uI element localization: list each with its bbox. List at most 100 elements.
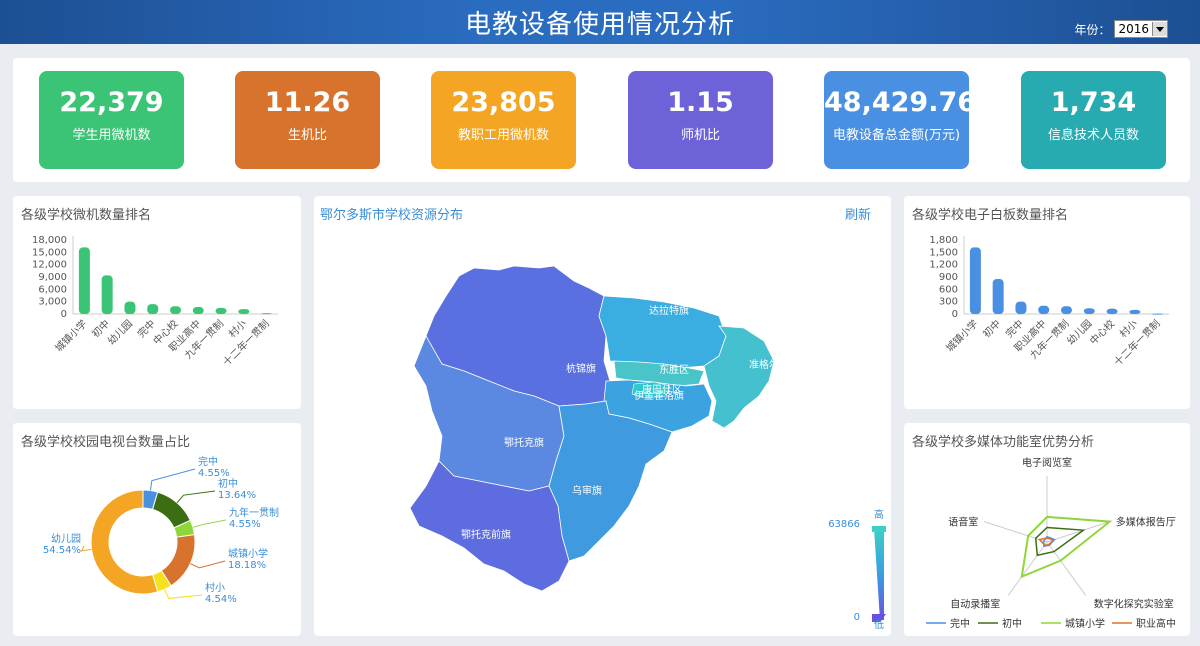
- bar[interactable]: [78, 247, 90, 314]
- bar[interactable]: [238, 309, 250, 314]
- slice-name-label: 村小: [205, 581, 225, 594]
- radar-axis: [1007, 541, 1048, 596]
- y-tick-label: 900: [939, 272, 958, 283]
- bar[interactable]: [147, 304, 159, 314]
- slice-name-label: 城镇小学: [228, 547, 268, 560]
- legend-label[interactable]: 初中: [1002, 617, 1022, 630]
- kpi-value: 1.15: [667, 87, 734, 118]
- bar[interactable]: [1061, 306, 1072, 314]
- refresh-link[interactable]: 刷新: [844, 208, 871, 223]
- chevron-down-icon[interactable]: [1152, 22, 1167, 36]
- y-tick-label: 6,000: [38, 284, 67, 295]
- radar-series-line[interactable]: [1038, 537, 1055, 546]
- tv-panel: 各级学校校园电视台数量占比 完中 4.55% 初中 13.64% 九年一贯制 4.55% 城…: [13, 423, 301, 636]
- bar[interactable]: [261, 313, 273, 315]
- slice-percent-label: 54.54%: [43, 545, 81, 556]
- bar[interactable]: [101, 275, 113, 314]
- kpi-label: 电教设备总金额(万元): [832, 128, 961, 143]
- bar[interactable]: [1129, 309, 1141, 314]
- radar-axis: [1046, 521, 1110, 543]
- legend-low-label: 低: [874, 618, 884, 631]
- map-region-kangbashi[interactable]: [631, 381, 671, 399]
- bar[interactable]: [1106, 308, 1118, 314]
- slice-percent-label: 4.54%: [205, 594, 237, 605]
- legend-min-value: 0: [854, 612, 860, 623]
- slice-name-label: 初中: [218, 477, 238, 490]
- y-tick-label: 12,000: [32, 260, 67, 271]
- map-label: 康巴什区: [642, 383, 682, 396]
- legend-gradient-bar[interactable]: [874, 528, 884, 620]
- bar[interactable]: [124, 301, 136, 314]
- bar[interactable]: [969, 247, 981, 314]
- map-panel: 鄂尔多斯市学校资源分布 刷新 达拉特旗 杭锦旗 东胜区 准格尔旗 康巴什区 伊金…: [314, 196, 891, 636]
- map-label: 达拉特旗: [649, 304, 689, 317]
- map-label: 伊金霍洛旗: [634, 389, 684, 402]
- label-leader-line: [164, 589, 203, 599]
- radar-indicator-label: 语音室: [948, 516, 978, 529]
- year-filter: 年份： 2016: [1074, 20, 1168, 38]
- map-region-zhungeer[interactable]: [703, 325, 775, 429]
- slice-percent-label: 13.64%: [218, 490, 256, 501]
- kpi-teacher-computer-ratio[interactable]: 1.15 师机比: [628, 71, 773, 169]
- kpi-staff-computers[interactable]: 23,805 教职工用微机数: [431, 71, 576, 169]
- slice-percent-label: 18.18%: [228, 560, 266, 571]
- kpi-value: 48,429.76: [824, 87, 977, 118]
- x-tick-label: 幼儿园: [1064, 317, 1094, 347]
- kpi-value: 23,805: [451, 87, 556, 118]
- legend-label[interactable]: 职业高中: [1136, 617, 1176, 630]
- kpi-it-staff[interactable]: 1,734 信息技术人员数: [1021, 71, 1166, 169]
- bar[interactable]: [1152, 313, 1164, 315]
- label-leader-line: [190, 560, 226, 569]
- slice-name-label: 幼儿园: [51, 532, 81, 545]
- donut-slice[interactable]: [90, 489, 159, 595]
- kpi-student-computers[interactable]: 22,379 学生用微机数: [39, 71, 184, 169]
- kpi-student-computer-ratio[interactable]: 11.26 生机比: [235, 71, 380, 169]
- legend-label[interactable]: 城镇小学: [1065, 617, 1105, 630]
- radar-axis: [1046, 541, 1087, 596]
- radar-indicator-label: 多媒体报告厅: [1116, 516, 1176, 529]
- x-tick-label: 初中: [980, 317, 1003, 340]
- map-region-dongsheng[interactable]: [613, 360, 705, 387]
- bar[interactable]: [992, 279, 1004, 314]
- y-tick-label: 1,500: [929, 247, 958, 258]
- tv-donut-chart: 完中4.55%初中13.64%九年一贯制4.55%城镇小学18.18%村小4.5…: [43, 455, 279, 605]
- y-tick-label: 15,000: [32, 247, 67, 258]
- y-tick-label: 9,000: [38, 272, 67, 283]
- legend-handle-low[interactable]: [872, 614, 886, 622]
- y-tick-label: 0: [61, 309, 67, 320]
- legend-high-label: 高: [874, 508, 884, 521]
- bar[interactable]: [170, 306, 181, 314]
- y-tick-label: 18,000: [32, 235, 67, 246]
- legend-max-value: 63866: [828, 519, 860, 530]
- bar[interactable]: [215, 307, 227, 314]
- x-tick-label: 幼儿园: [105, 317, 135, 347]
- label-leader-line: [80, 545, 92, 552]
- bar[interactable]: [1083, 308, 1095, 314]
- radar-series-line[interactable]: [1020, 515, 1113, 579]
- panel-title: 鄂尔多斯市学校资源分布: [320, 208, 464, 223]
- page-title: 电教设备使用情况分析: [464, 10, 735, 40]
- radar-series-line[interactable]: [1034, 526, 1086, 557]
- map-label: 准格尔旗: [749, 358, 789, 371]
- y-tick-label: 1,200: [929, 260, 958, 271]
- bar[interactable]: [1038, 305, 1050, 314]
- radar-series-line[interactable]: [1043, 535, 1056, 548]
- kpi-equipment-total[interactable]: 48,429.76 电教设备总金额(万元): [824, 71, 977, 169]
- year-select[interactable]: 2016: [1114, 20, 1168, 38]
- bar[interactable]: [1015, 301, 1027, 314]
- year-value: 2016: [1118, 22, 1149, 36]
- legend-handle-high[interactable]: [872, 526, 886, 532]
- kpi-value: 11.26: [264, 87, 351, 118]
- map-label: 杭锦旗: [566, 362, 596, 375]
- panel-title: 各级学校电子白板数量排名: [912, 208, 1069, 223]
- bar[interactable]: [192, 307, 204, 314]
- map-label: 乌审旗: [572, 484, 602, 497]
- map-region-etuokeqian[interactable]: [409, 460, 570, 592]
- x-tick-label: 城镇小学: [943, 317, 980, 354]
- x-tick-label: 中心校: [1087, 317, 1117, 347]
- kpi-label: 学生用微机数: [72, 128, 151, 143]
- kpi-panel: 22,379 学生用微机数 11.26 生机比 23,805 教职工用微机数 1…: [13, 58, 1190, 182]
- legend-label[interactable]: 完中: [950, 617, 970, 630]
